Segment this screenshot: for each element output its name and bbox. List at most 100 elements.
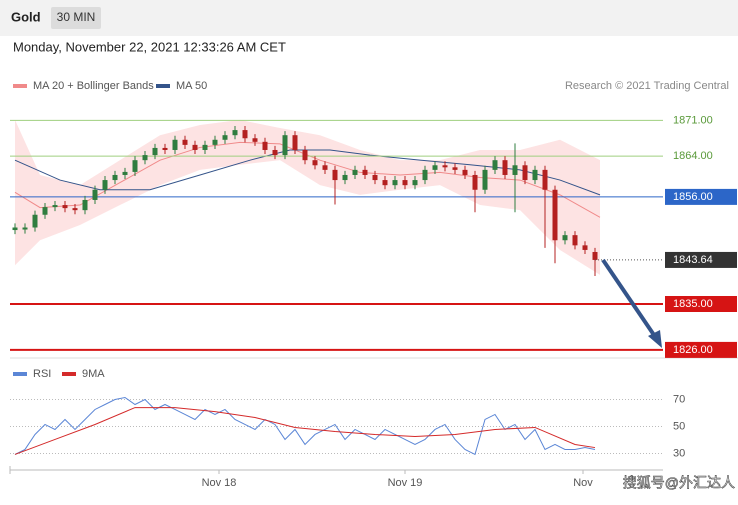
candle-body [152, 147, 158, 156]
candle-body [552, 189, 558, 241]
candle-body [242, 130, 248, 139]
rsi-tick-label: 70 [673, 393, 685, 405]
rsi-line [14, 396, 596, 456]
legend-label: MA 50 [176, 80, 207, 92]
legend-swatch [13, 372, 27, 376]
candle-body [252, 138, 258, 142]
level-label-box [665, 296, 737, 312]
level-label: 1826.00 [673, 344, 713, 356]
candle-body [142, 155, 148, 161]
candle-body [52, 205, 58, 208]
last-price-box [665, 251, 737, 268]
candle-body [162, 147, 168, 150]
legend-swatch [156, 84, 170, 88]
timeframe[interactable]: 30 MIN [57, 10, 96, 24]
rsi-line [14, 407, 596, 455]
instrument-title: Gold [11, 9, 41, 24]
candle-body [22, 227, 28, 230]
legend-label: 9MA [82, 368, 105, 380]
candle-body [392, 180, 398, 186]
forecast-arrow [601, 258, 658, 340]
candle-body [432, 165, 438, 170]
candle-body [42, 207, 48, 215]
legend-swatch [13, 84, 27, 88]
subtitle: Monday, November 22, 2021 12:33:26 AM CE… [13, 39, 286, 54]
x-tick-label: Nov [573, 477, 593, 489]
level-label-box [665, 341, 737, 358]
bollinger-middle [14, 141, 601, 218]
candle-body [542, 169, 548, 190]
candle-body [362, 169, 368, 175]
candle-body [522, 165, 528, 181]
candle-body [32, 214, 38, 228]
candle-body [312, 160, 318, 166]
candle-body [402, 180, 408, 186]
candle-body [12, 227, 18, 231]
candle-body [342, 174, 348, 181]
candle-body [62, 205, 68, 209]
watermark: 搜狐号@外汇达人 [623, 475, 735, 491]
candle-body [262, 141, 268, 150]
candle-body [502, 160, 508, 175]
candle-body [272, 149, 278, 156]
candle-body [382, 180, 388, 186]
rsi-tick-label: 50 [673, 420, 685, 432]
legend-label: MA 20 + Bollinger Bands [33, 80, 154, 92]
candle-body [322, 165, 328, 170]
candle-body [472, 174, 478, 190]
candle-body [452, 167, 458, 170]
candle-body [372, 174, 378, 181]
candle-body [512, 165, 518, 175]
source: Research © 2021 Trading Central [565, 80, 729, 92]
candle-body [212, 139, 218, 145]
rsi-tick-label: 30 [673, 447, 685, 459]
candle-body [582, 245, 588, 250]
candle-body [352, 169, 358, 175]
level-label: 1835.00 [673, 298, 713, 310]
candle-body [292, 135, 298, 150]
candle-body [282, 135, 288, 156]
level-label: 1871.00 [673, 114, 713, 126]
forecast-arrowhead [648, 330, 662, 348]
candle-body [492, 160, 498, 170]
candle-body [102, 180, 108, 190]
candle-body [82, 199, 88, 211]
ma50-line [14, 149, 601, 196]
candle-body [442, 165, 448, 168]
x-tick-label: Nov 19 [388, 477, 423, 489]
candle-body [332, 169, 338, 181]
legend-swatch [62, 372, 76, 376]
candle-body [172, 139, 178, 150]
candle-body [562, 235, 568, 241]
candle-body [72, 208, 78, 211]
candle-body [202, 144, 208, 150]
last-price-label: 1843.64 [673, 254, 713, 266]
candle-body [422, 169, 428, 181]
level-label: 1864.00 [673, 150, 713, 162]
bollinger-band [15, 119, 600, 275]
candle-body [132, 160, 138, 172]
candle-body [482, 169, 488, 190]
candle-body [412, 180, 418, 186]
candle-body [572, 235, 578, 246]
legend-label: RSI [33, 368, 51, 380]
candle-body [462, 169, 468, 175]
header-bar [0, 0, 738, 36]
candle-body [232, 130, 238, 136]
candle-body [302, 149, 308, 161]
candle-body [92, 189, 98, 200]
timeframe-badge[interactable] [51, 7, 101, 29]
candle-body [592, 251, 598, 260]
candle-body [182, 139, 188, 145]
plot: 1871.00 1864.00 1856.00 1835.00 1826.00 1843.… [9, 114, 737, 489]
level-label: 1856.00 [673, 191, 713, 203]
candle-body [122, 171, 128, 175]
candle-body [222, 135, 228, 140]
candle-body [532, 169, 538, 181]
level-label-box [665, 188, 737, 205]
candle-body [192, 144, 198, 150]
candle-body [112, 174, 118, 181]
x-tick-label: Nov 18 [202, 477, 237, 489]
